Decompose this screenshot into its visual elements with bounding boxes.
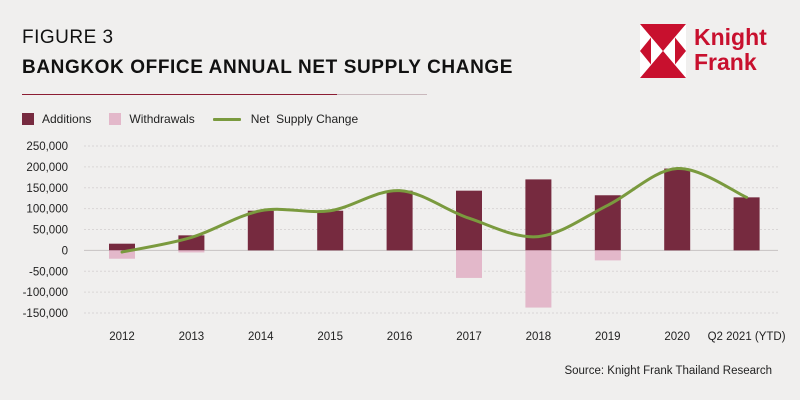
net-supply-change-point <box>259 209 262 212</box>
figure-label: FIGURE 3 <box>22 27 114 48</box>
x-tick-label: 2012 <box>109 331 135 343</box>
legend-label-withdrawals: Withdrawals <box>129 112 195 126</box>
bar-additions <box>664 168 691 251</box>
y-tick-label: -100,000 <box>23 287 68 299</box>
bar-additions <box>594 195 621 251</box>
bar-withdrawals <box>178 250 205 253</box>
legend-swatch-withdrawals <box>109 113 122 125</box>
x-tick-label: 2015 <box>317 331 343 343</box>
bar-withdrawals <box>525 250 552 308</box>
bar-additions <box>525 179 552 251</box>
chart-legend: Additions Withdrawals Net Supply Change <box>22 111 376 127</box>
x-tick-label: 2013 <box>179 331 205 343</box>
y-tick-label: 0 <box>62 245 68 257</box>
net-supply-change-point <box>329 209 332 212</box>
legend-item-additions: Additions <box>22 112 91 126</box>
net-supply-change-point <box>398 189 401 192</box>
net-supply-change-point <box>121 251 124 254</box>
chart-title: BANGKOK OFFICE ANNUAL NET SUPPLY CHANGE <box>22 57 514 78</box>
y-tick-label: 100,000 <box>26 204 68 216</box>
net-supply-change-point <box>745 196 748 199</box>
bar-withdrawals <box>456 250 482 278</box>
bar-additions <box>317 210 344 251</box>
knight-frank-mark-icon <box>640 24 686 78</box>
legend-swatch-additions <box>22 113 34 125</box>
bar-additions <box>109 243 135 251</box>
x-tick-label: 2018 <box>526 331 552 343</box>
x-tick-label: 2019 <box>595 331 621 343</box>
y-tick-label: 50,000 <box>33 225 68 237</box>
bar-additions <box>386 190 413 251</box>
bar-withdrawals <box>594 250 621 261</box>
legend-item-withdrawals: Withdrawals <box>109 112 195 126</box>
net-supply-change-point <box>676 167 679 170</box>
source-note: Source: Knight Frank Thailand Research <box>564 365 772 377</box>
logo-line-2: Frank <box>694 49 757 75</box>
net-supply-change-point <box>606 204 609 207</box>
legend-label-net-supply-change: Net Supply Change <box>250 112 359 126</box>
bar-additions <box>733 197 760 251</box>
knight-frank-logo: Knight Frank <box>640 24 780 80</box>
y-tick-label: 200,000 <box>26 162 68 174</box>
logo-wordmark: Knight Frank <box>694 25 767 75</box>
x-tick-label: 2016 <box>387 331 413 343</box>
logo-line-1: Knight <box>694 24 767 50</box>
y-tick-label: 150,000 <box>26 183 68 195</box>
legend-label-additions: Additions <box>42 112 92 126</box>
x-tick-label: 2020 <box>664 331 690 343</box>
y-tick-label: -150,000 <box>23 308 68 320</box>
net-supply-change-point <box>190 236 193 239</box>
bar-additions <box>247 210 274 251</box>
bar-withdrawals <box>109 250 135 259</box>
title-rule <box>22 94 337 95</box>
y-tick-label: 250,000 <box>26 141 68 153</box>
net-supply-chart: -150,000 -100,000 -50,000 0 50,000 100,000 150… <box>23 141 786 343</box>
x-tick-label: 2014 <box>248 331 274 343</box>
y-tick-label: -50,000 <box>29 266 68 278</box>
title-rule-accent <box>337 94 427 95</box>
x-tick-label: 2017 <box>456 331 482 343</box>
legend-line-net-supply-change <box>212 117 241 121</box>
net-supply-change-point <box>468 217 471 220</box>
net-supply-change-point <box>537 235 540 238</box>
x-tick-label: Q2 2021 (YTD) <box>708 331 786 343</box>
net-supply-change-line <box>120 167 749 254</box>
legend-item-net-supply-change: Net Supply Change <box>212 112 359 126</box>
